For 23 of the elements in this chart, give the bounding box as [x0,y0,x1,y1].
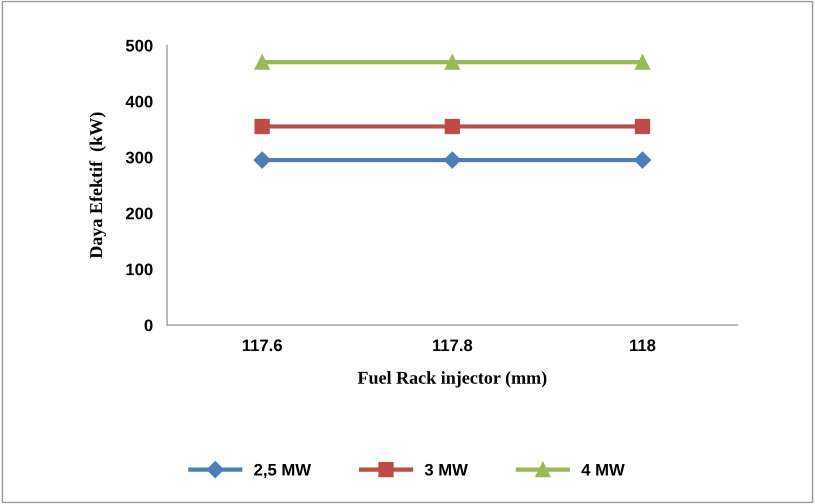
point [254,151,271,169]
point [444,118,460,134]
y-tick-label: 0 [144,319,153,332]
point [634,118,650,134]
point [254,118,270,134]
legend-label: 2,5 MW [254,464,312,478]
y-tick-label: 300 [126,152,153,164]
point [634,151,652,169]
legend-label: 3 MW [424,464,468,476]
legend-label: 4 MW [581,464,625,476]
y-tick-label: 400 [126,96,153,108]
y-tick-label: 200 [126,208,153,220]
x-axis-title: Fuel Rack injector (mm) [358,371,546,388]
point [444,151,461,169]
y-axis-title: Daya Efektif (kW) [89,112,106,258]
x-tick-label: 118 [630,339,656,352]
y-tick-label: 500 [126,40,153,52]
x-tick-label: 117.8 [432,339,472,352]
y-tick-label: 100 [126,264,153,276]
point [634,54,650,70]
x-tick-label: 117.6 [242,339,282,352]
point [444,54,460,70]
point [254,54,270,70]
